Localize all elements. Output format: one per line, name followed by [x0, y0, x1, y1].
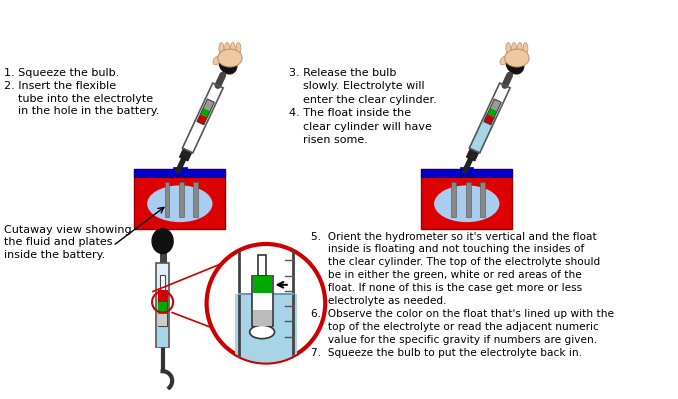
Ellipse shape: [218, 49, 242, 67]
Ellipse shape: [523, 43, 528, 54]
Text: 3. Release the bulb: 3. Release the bulb: [289, 68, 396, 78]
Ellipse shape: [152, 229, 173, 253]
Polygon shape: [197, 114, 207, 125]
Bar: [165, 182, 170, 217]
Ellipse shape: [500, 56, 508, 65]
Bar: [421, 169, 512, 177]
Text: the fluid and plates: the fluid and plates: [4, 237, 113, 247]
Text: in the hole in the battery.: in the hole in the battery.: [4, 106, 159, 116]
Bar: [252, 277, 272, 293]
Text: the clear cylinder. The top of the electrolyte should: the clear cylinder. The top of the elect…: [311, 257, 600, 267]
Bar: [252, 293, 272, 310]
Text: inside is floating and not touching the insides of: inside is floating and not touching the …: [311, 245, 584, 255]
Polygon shape: [484, 114, 494, 125]
Text: slowly. Electrolyte will: slowly. Electrolyte will: [289, 81, 424, 91]
Bar: [421, 169, 512, 229]
Bar: [193, 182, 198, 217]
Ellipse shape: [236, 43, 241, 54]
Text: float. If none of this is the case get more or less: float. If none of this is the case get m…: [311, 283, 582, 293]
Text: clear cylinder will have: clear cylinder will have: [289, 122, 432, 132]
Polygon shape: [200, 108, 210, 117]
Ellipse shape: [506, 43, 511, 54]
Text: be in either the green, white or red areas of the: be in either the green, white or red are…: [311, 270, 582, 280]
Ellipse shape: [219, 53, 237, 74]
Text: value for the specific gravity if numbers are given.: value for the specific gravity if number…: [311, 335, 597, 345]
Text: risen some.: risen some.: [289, 135, 367, 145]
Bar: [466, 182, 471, 217]
Ellipse shape: [224, 43, 230, 54]
Bar: [157, 298, 168, 347]
Text: 7.  Squeeze the bulb to put the electrolyte back in.: 7. Squeeze the bulb to put the electroly…: [311, 348, 582, 358]
Bar: [158, 290, 167, 326]
Polygon shape: [179, 148, 192, 161]
Text: inside the battery.: inside the battery.: [4, 250, 105, 260]
Text: enter the clear cylinder.: enter the clear cylinder.: [289, 95, 437, 105]
Ellipse shape: [250, 325, 275, 339]
Polygon shape: [203, 99, 214, 111]
Polygon shape: [490, 99, 501, 111]
Text: 1. Squeeze the bulb.: 1. Squeeze the bulb.: [4, 68, 119, 78]
Bar: [480, 182, 485, 217]
Text: 2. Insert the flexible: 2. Insert the flexible: [4, 81, 116, 91]
Bar: [134, 169, 225, 229]
Circle shape: [207, 244, 325, 363]
Text: Cutaway view showing: Cutaway view showing: [4, 225, 132, 235]
Polygon shape: [469, 112, 496, 153]
Polygon shape: [466, 148, 479, 161]
Polygon shape: [487, 108, 497, 117]
Bar: [158, 290, 167, 302]
Bar: [460, 166, 473, 176]
Bar: [156, 263, 170, 347]
Text: 4. The float inside the: 4. The float inside the: [289, 108, 411, 118]
Bar: [158, 302, 167, 314]
Ellipse shape: [213, 56, 221, 65]
Bar: [158, 314, 167, 326]
Text: top of the electrolyte or read the adjacent numeric: top of the electrolyte or read the adjac…: [311, 322, 599, 332]
Ellipse shape: [219, 43, 224, 54]
Ellipse shape: [231, 43, 235, 54]
Bar: [179, 182, 184, 217]
Bar: [173, 166, 186, 176]
Bar: [134, 169, 225, 177]
Text: electrolyte as needed.: electrolyte as needed.: [311, 296, 446, 306]
Ellipse shape: [147, 186, 212, 222]
Bar: [160, 275, 165, 290]
Bar: [252, 310, 272, 326]
Ellipse shape: [512, 43, 517, 54]
Bar: [252, 277, 273, 326]
Ellipse shape: [517, 43, 522, 54]
Text: 6.  Observe the color on the float that's lined up with the: 6. Observe the color on the float that's…: [311, 309, 614, 319]
Bar: [258, 255, 266, 277]
Ellipse shape: [434, 186, 500, 222]
Bar: [452, 182, 456, 217]
Text: tube into the electrolyte: tube into the electrolyte: [4, 94, 153, 104]
Bar: [235, 294, 296, 363]
Text: 5.  Orient the hydrometer so it's vertical and the float: 5. Orient the hydrometer so it's vertica…: [311, 231, 597, 241]
Ellipse shape: [504, 49, 529, 67]
Ellipse shape: [506, 53, 524, 74]
